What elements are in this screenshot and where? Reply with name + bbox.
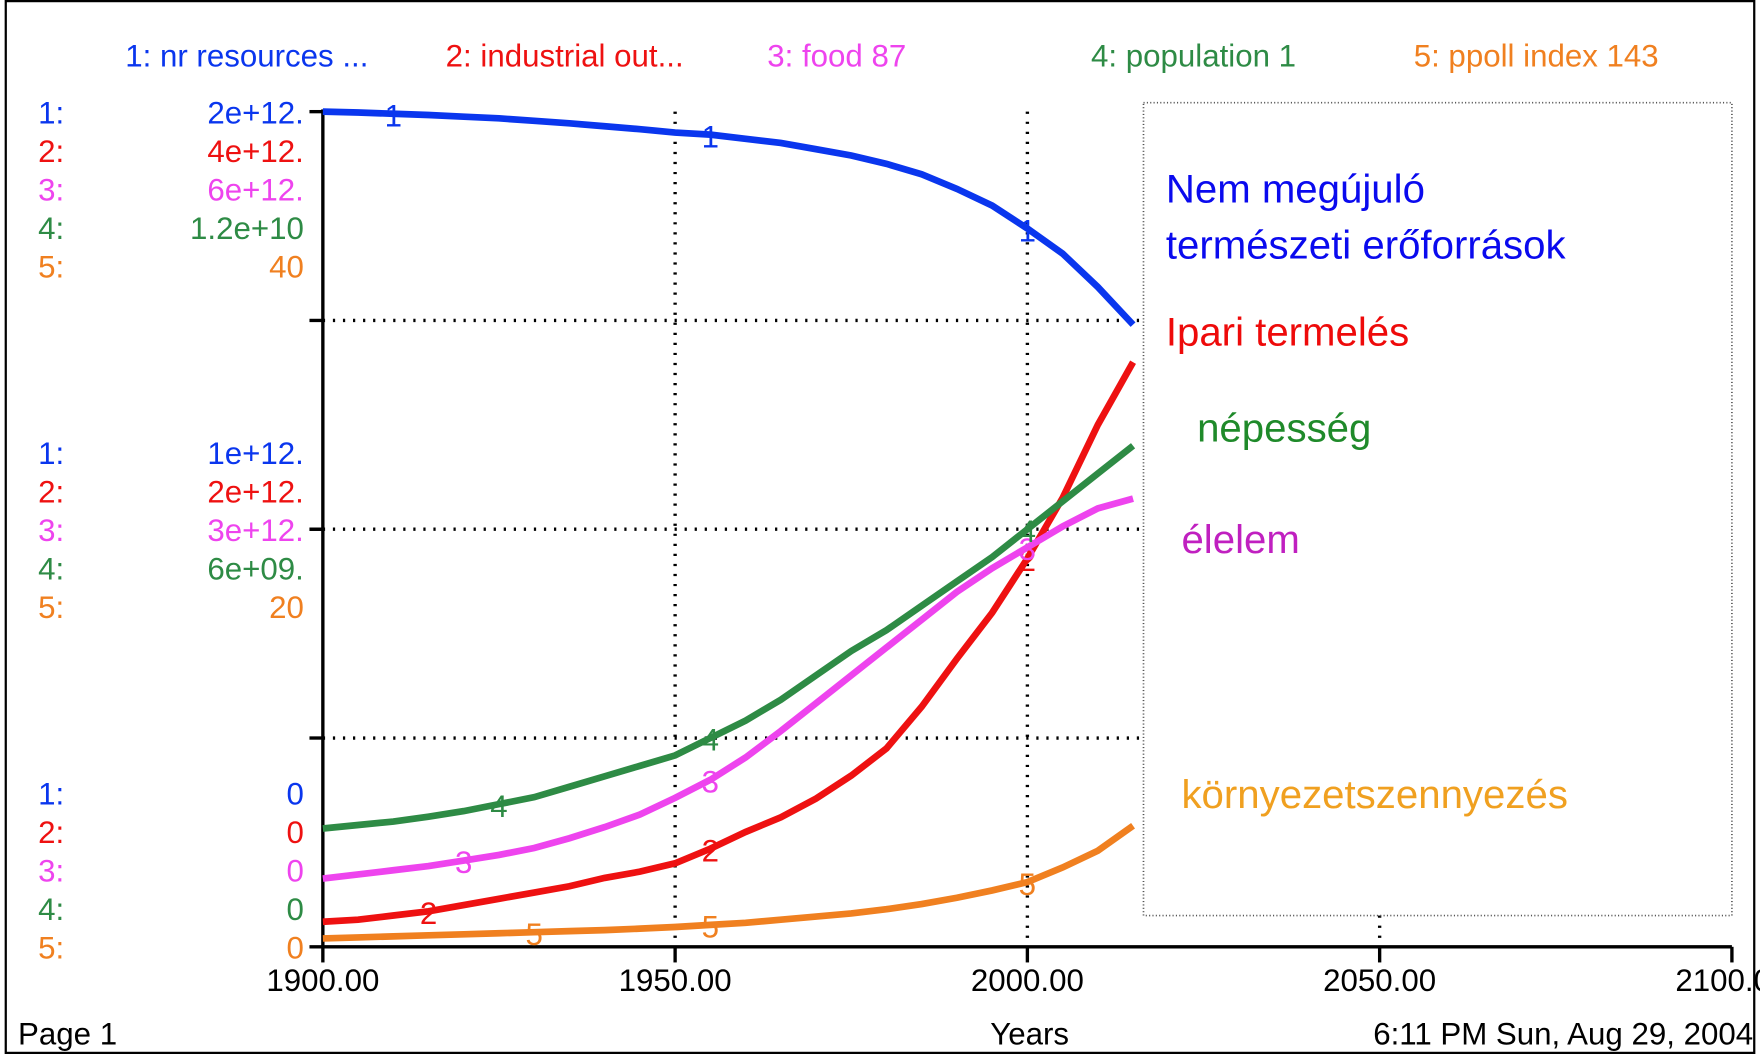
annotation: Nem megújuló [1166,167,1425,212]
y-tick-label: 3e+12. [207,513,303,548]
page-label: Page 1 [18,1016,117,1051]
y-tick-label: 20 [269,590,304,625]
series-line [322,108,1136,327]
series-axis-prefix: 1: [38,776,64,811]
curve-marker: 4 [490,789,507,824]
y-tick-label: 0 [286,853,303,888]
legend-entry: 1: nr resources ... [125,38,368,73]
x-tick-label: 2050.00 [1323,963,1436,998]
legend-entry: 5: ppoll index 143 [1414,38,1659,73]
curve-marker: 3 [1019,532,1036,567]
series-line [322,822,1136,942]
y-tick-label: 4e+12. [207,134,303,169]
curve-marker: 2 [420,896,437,931]
y-tick-label: 2e+12. [207,95,303,130]
y-tick-label: 6e+12. [207,172,303,207]
y-tick-label: 40 [269,249,304,284]
y-tick-label: 0 [286,892,303,927]
series-axis-prefix: 1: [38,436,64,471]
series-axis-prefix: 4: [38,892,64,927]
series-axis-prefix: 3: [38,513,64,548]
y-tick-label: 0 [286,815,303,850]
series-axis-prefix: 2: [38,134,64,169]
y-tick-label: 1e+12. [207,436,303,471]
annotation-box [1142,101,1733,917]
annotation: természeti erőforrások [1166,222,1567,267]
y-tick-label: 2e+12. [207,474,303,509]
series-axis-prefix: 1: [38,95,64,130]
y-tick-label: 0 [286,776,303,811]
curve-marker: 1 [385,98,402,133]
y-tick-label: 6e+09. [207,551,303,586]
x-tick-label: 2100.00 [1675,963,1760,998]
legend-entry: 2: industrial out... [446,38,684,73]
series-axis-prefix: 3: [38,172,64,207]
series-axis-prefix: 2: [38,474,64,509]
x-tick-label: 1900.00 [266,963,379,998]
curve-marker: 4 [1019,514,1036,549]
x-tick-label: 1950.00 [619,963,732,998]
series-line [322,360,1136,926]
x-axis-label: Years [990,1016,1069,1051]
series-axis-prefix: 3: [38,853,64,888]
annotation: népesség [1197,406,1371,451]
series-line [322,443,1136,832]
curve-marker: 2 [702,833,719,868]
series-axis-prefix: 4: [38,211,64,246]
series-axis-prefix: 5: [38,930,64,965]
y-tick-label: 1.2e+10 [190,211,304,246]
legend-entry: 3: food 87 [767,38,906,73]
legend-entry: 4: population 1 [1091,38,1296,73]
y-tick-label: 0 [286,930,303,965]
curve-marker: 3 [702,764,719,799]
curve-marker: 5 [702,910,719,945]
annotation: környezetszennyezés [1181,772,1567,817]
series-line [322,495,1134,882]
curve-marker: 1 [1019,213,1036,248]
series-axis-prefix: 5: [38,590,64,625]
series-axis-prefix: 4: [38,551,64,586]
curve-marker: 4 [702,723,719,758]
curve-marker: 5 [1019,867,1036,902]
annotation: Ipari termelés [1166,310,1409,355]
curve-marker: 5 [526,917,543,952]
curve-marker: 3 [455,845,472,880]
annotation: élelem [1181,517,1299,562]
x-tick-label: 2000.00 [971,963,1084,998]
curve-marker: 1 [702,119,719,154]
timestamp: 6:11 PM Sun, Aug 29, 2004 [1373,1016,1753,1051]
series-axis-prefix: 5: [38,249,64,284]
series-axis-prefix: 2: [38,815,64,850]
